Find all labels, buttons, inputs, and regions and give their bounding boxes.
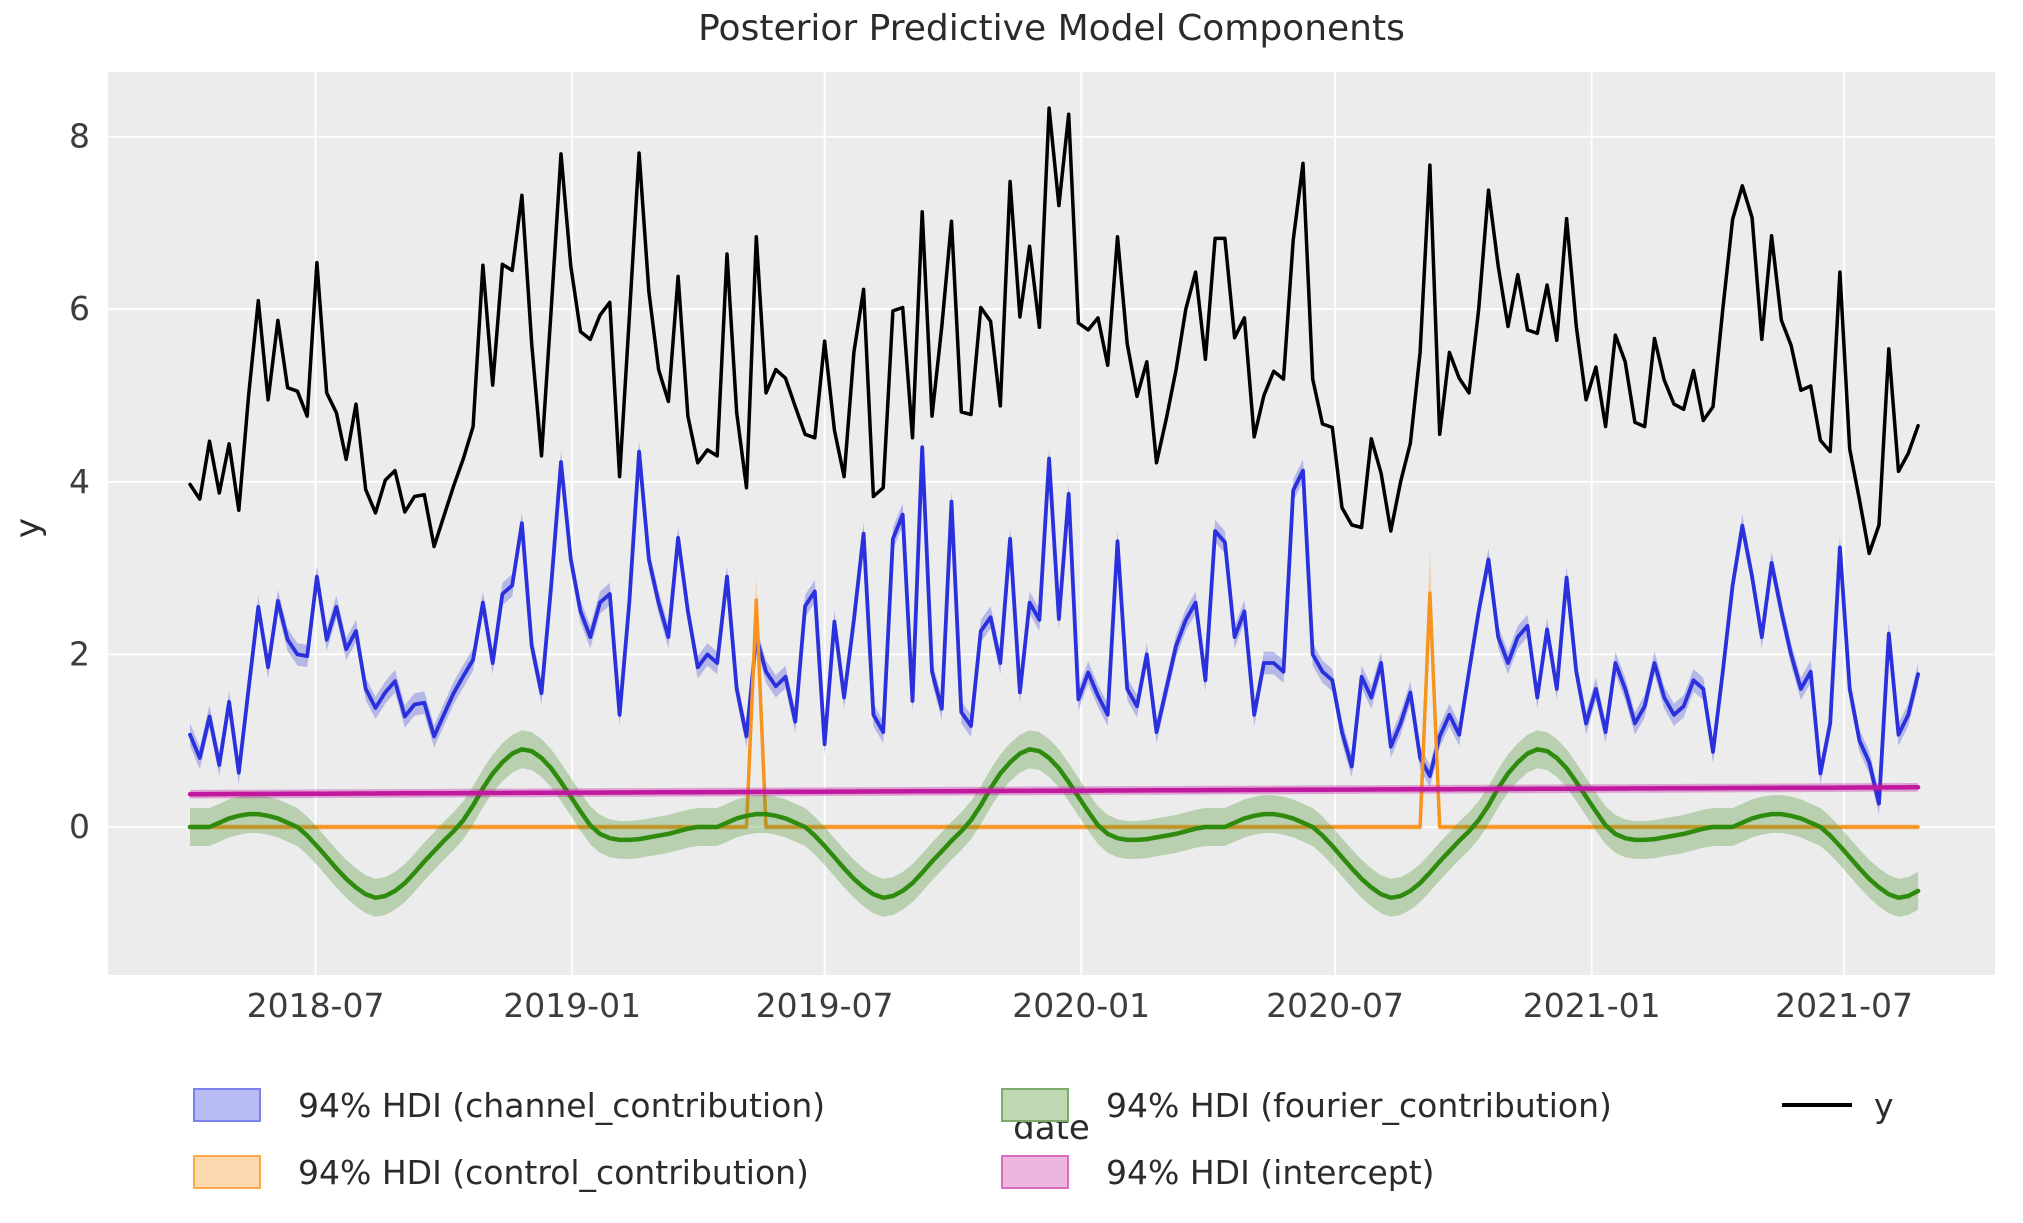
x-tick-label: 2020-01 [1012, 986, 1150, 1025]
y-tick-label: 4 [69, 462, 90, 501]
series-line-channel_contribution [188, 445, 1920, 806]
x-tick-label: 2021-07 [1775, 986, 1913, 1025]
x-tick-label: 2019-07 [756, 986, 894, 1025]
legend-label-fourier: 94% HDI (fourier_contribution) [1106, 1086, 1612, 1125]
x-tick-label: 2019-01 [503, 986, 641, 1025]
legend-label-channel: 94% HDI (channel_contribution) [298, 1086, 826, 1125]
series-line-fourier_contribution [187, 747, 1921, 901]
series-line-y [188, 106, 1920, 556]
legend-swatch-channel [193, 1088, 261, 1122]
legend-swatch-fourier [1001, 1088, 1069, 1122]
series-line-control_contribution [188, 591, 1920, 829]
y-tick-label: 2 [69, 634, 90, 673]
x-tick-label: 2020-07 [1266, 986, 1404, 1025]
x-tick-label: 2021-01 [1523, 986, 1661, 1025]
hdi-band-fourier_contribution [190, 730, 1919, 917]
legend-line-y [1782, 1103, 1852, 1107]
y-tick-label: 0 [69, 807, 90, 846]
legend-label-y: y [1874, 1086, 1894, 1125]
legend-swatch-intercept [1001, 1155, 1069, 1189]
legend-label-control: 94% HDI (control_contribution) [298, 1153, 809, 1192]
series-line-intercept [187, 785, 1921, 797]
x-tick-label: 2018-07 [247, 986, 385, 1025]
legend-label-intercept: 94% HDI (intercept) [1106, 1153, 1435, 1192]
y-axis-label: y [8, 517, 48, 539]
chart-title: Posterior Predictive Model Components [698, 8, 1405, 49]
y-tick-label: 6 [69, 289, 90, 328]
y-tick-label: 8 [69, 117, 90, 156]
legend-swatch-control [193, 1155, 261, 1189]
